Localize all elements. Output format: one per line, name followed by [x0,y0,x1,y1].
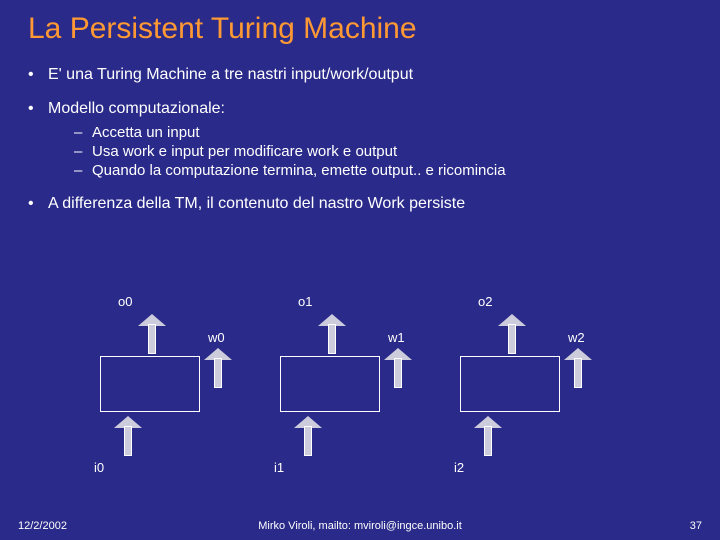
label-o0: o0 [118,294,132,309]
label-w0: w0 [208,330,225,345]
slide-title: La Persistent Turing Machine [28,12,692,46]
input-arrow-icon [114,416,142,456]
label-w1: w1 [388,330,405,345]
bullet-3: A differenza della TM, il contenuto del … [28,195,692,213]
bullet-1: E' una Turing Machine a tre nastri input… [28,66,692,84]
diagram: o0 o1 o2 w0 w1 w2 i0 i1 i2 [0,292,720,492]
sub-1: Accetta un input [74,124,692,141]
output-arrow-icon [138,314,166,354]
bullet-list: E' una Turing Machine a tre nastri input… [28,66,692,213]
footer: 12/2/2002 Mirko Viroli, mailto: mviroli@… [0,520,720,532]
footer-page: 37 [690,520,702,532]
sub-3: Quando la computazione termina, emette o… [74,162,692,179]
label-o2: o2 [478,294,492,309]
sub-2: Usa work e input per modificare work e o… [74,143,692,160]
sub-list: Accetta un input Usa work e input per mo… [74,124,692,179]
work-arrow-icon [564,348,592,388]
label-w2: w2 [568,330,585,345]
box-2 [460,356,560,412]
footer-date: 12/2/2002 [18,520,67,532]
input-arrow-icon [474,416,502,456]
bullet-2: Modello computazionale: Accetta un input… [28,100,692,179]
label-i0: i0 [94,460,104,475]
work-arrow-icon [384,348,412,388]
slide-container: La Persistent Turing Machine E' una Turi… [0,0,720,540]
footer-author: Mirko Viroli, mailto: mviroli@ingce.unib… [258,520,462,532]
output-arrow-icon [318,314,346,354]
label-i1: i1 [274,460,284,475]
work-arrow-icon [204,348,232,388]
label-i2: i2 [454,460,464,475]
output-arrow-icon [498,314,526,354]
input-arrow-icon [294,416,322,456]
box-1 [280,356,380,412]
label-o1: o1 [298,294,312,309]
box-0 [100,356,200,412]
bullet-2-text: Modello computazionale: [48,100,225,117]
